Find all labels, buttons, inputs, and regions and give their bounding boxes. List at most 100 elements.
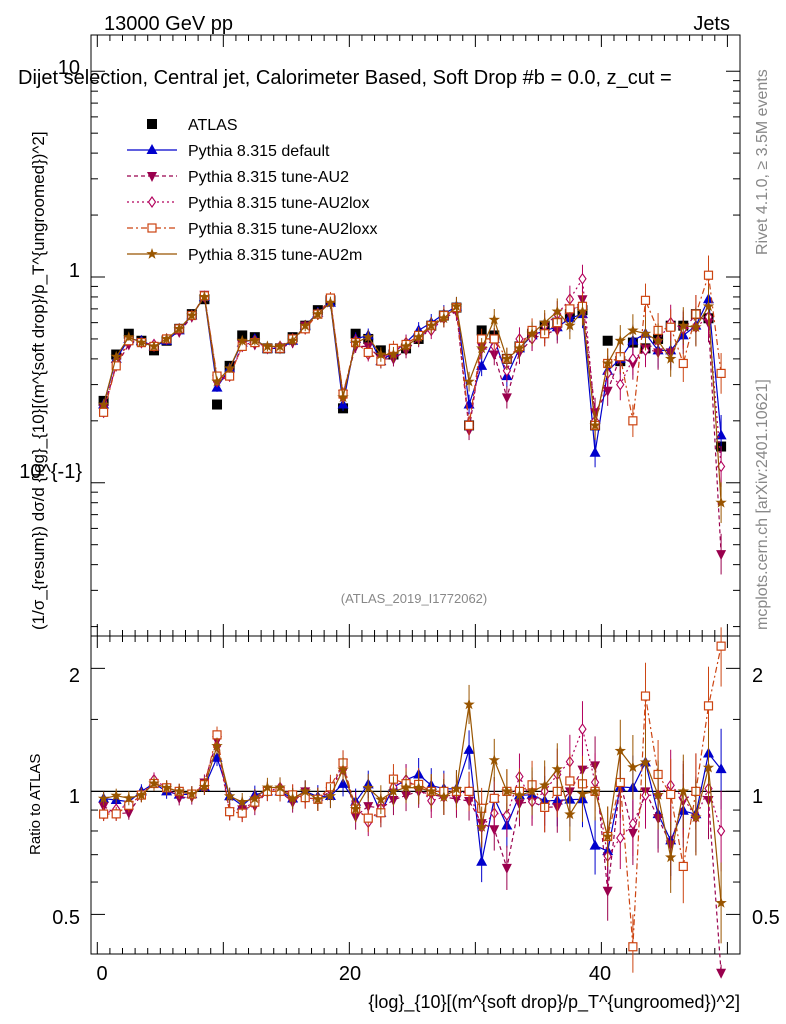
ratio-point-pythia-8-315-tune-au2loxx <box>489 793 499 803</box>
data-point-pythia-8-315-tune-au2m <box>690 321 702 333</box>
data-point-pythia-8-315-tune-au2m <box>652 334 664 346</box>
ratio-point-pythia-8-315-tune-au2m <box>639 756 652 768</box>
data-point-pythia-8-315-tune-au2m <box>501 352 513 364</box>
ratio-point-pythia-8-315-default <box>715 763 727 774</box>
ratio-point-pythia-8-315-tune-au2m <box>123 792 135 804</box>
ratio-point-pythia-8-315-tune-au2m <box>513 789 526 801</box>
top-panel-series <box>97 255 727 575</box>
ratio-point-pythia-8-315-default <box>337 777 349 788</box>
ratio-point-pythia-8-315-tune-au2m <box>627 761 639 773</box>
data-point-pythia-8-315-tune-au2loxx <box>716 368 726 379</box>
series-line-pythia-8-315-tune-au2loxx <box>103 275 722 426</box>
data-point-pythia-8-315-tune-au2m <box>539 316 551 328</box>
ratio-y-tick-label-2: 2 <box>69 665 80 687</box>
ratio-point-pythia-8-315-tune-au2 <box>602 886 613 897</box>
ratio-right-tick-label-2: 2 <box>752 665 763 687</box>
ratio-point-pythia-8-315-tune-au2m <box>110 789 122 801</box>
data-point-pythia-8-315-tune-au2m <box>387 348 400 360</box>
ratio-point-pythia-8-315-tune-au2m <box>173 785 185 797</box>
data-point-pythia-8-315-tune-au2loxx <box>363 347 373 358</box>
data-point-pythia-8-315-tune-au2 <box>602 386 613 397</box>
ratio-y-axis-label: Ratio to ATLAS <box>27 754 44 855</box>
ratio-point-pythia-8-315-tune-au2loxx <box>628 942 638 952</box>
analysis-id-label: (ATLAS_2019_I1772062) <box>341 591 487 606</box>
ratio-point-pythia-8-315-tune-au2m <box>387 785 400 797</box>
ratio-point-pythia-8-315-tune-au2loxx <box>363 813 373 823</box>
ratio-point-pythia-8-315-tune-au2m <box>438 790 450 802</box>
ratio-point-pythia-8-315-tune-au2m <box>312 793 324 805</box>
energy-label: 13000 GeV pp <box>104 13 233 35</box>
data-point-pythia-8-315-tune-au2loxx <box>489 334 499 344</box>
ratio-panel-series <box>97 627 727 979</box>
ratio-y-tick-label-1: 1 <box>69 786 80 808</box>
ratio-point-pythia-8-315-tune-au2m <box>614 744 626 756</box>
data-point-pythia-8-315-tune-au2m <box>551 305 563 317</box>
data-point-pythia-8-315-tune-au2lox <box>578 272 587 285</box>
data-point-pythia-8-315-tune-au2m <box>488 313 500 325</box>
data-point-pythia-8-315-tune-au2m <box>400 340 412 352</box>
data-point-atlas <box>212 399 223 410</box>
data-point-pythia-8-315-tune-au2m <box>526 327 538 339</box>
ratio-point-pythia-8-315-tune-au2m <box>702 761 715 773</box>
ratio-line-pythia-8-315-tune-au2loxx <box>103 645 722 947</box>
data-point-pythia-8-315-tune-au2m <box>299 319 311 331</box>
data-point-pythia-8-315-tune-au2m <box>450 300 463 312</box>
data-point-pythia-8-315-tune-au2lox <box>628 352 638 365</box>
selection-title: Dijet selection, Central jet, Calorimete… <box>18 67 672 89</box>
y-tick-label-1: 1 <box>69 260 80 282</box>
data-point-pythia-8-315-tune-au2m <box>677 319 689 331</box>
ratio-point-pythia-8-315-tune-au2lox <box>628 817 638 830</box>
legend-entry: Pythia 8.315 tune-AU2 <box>127 169 349 186</box>
ratio-line-pythia-8-315-default <box>103 749 722 862</box>
ratio-point-pythia-8-315-tune-au2m <box>690 811 702 823</box>
ratio-point-pythia-8-315-tune-au2m <box>715 896 727 908</box>
data-point-pythia-8-315-tune-au2 <box>501 393 512 404</box>
data-point-pythia-8-315-tune-au2m <box>324 296 337 308</box>
data-point-pythia-8-315-tune-au2m <box>160 332 173 344</box>
legend-entry: Pythia 8.315 tune-AU2lox <box>127 195 369 212</box>
ratio-y-tick-label-0.5: 0.5 <box>52 907 80 929</box>
ratio-panel-frame <box>90 635 741 955</box>
data-point-pythia-8-315-tune-au2loxx <box>703 270 714 280</box>
ratio-point-pythia-8-315-tune-au2m <box>665 851 677 863</box>
ratio-point-pythia-8-315-tune-au2m <box>97 792 110 804</box>
ratio-point-pythia-8-315-default <box>589 839 601 850</box>
data-point-pythia-8-315-tune-au2m <box>375 348 387 360</box>
data-point-pythia-8-315-tune-au2m <box>564 319 576 331</box>
legend-entry: Pythia 8.315 tune-AU2loxx <box>127 221 377 238</box>
data-point-pythia-8-315-tune-au2m <box>135 336 148 348</box>
y-tick-label-0.1: 10^{-1} <box>19 461 82 483</box>
ratio-point-pythia-8-315-tune-au2m <box>551 763 563 774</box>
x-axis-label: {log}_{10}[(m^{soft drop}/p_T^{ungroomed… <box>368 992 740 1013</box>
ratio-line-pythia-8-315-tune-au2 <box>103 740 722 973</box>
ratio-point-pythia-8-315-tune-au2lox <box>716 825 726 837</box>
ratio-point-pythia-8-315-tune-au2loxx <box>666 789 676 800</box>
ratio-point-pythia-8-315-tune-au2m <box>476 821 488 832</box>
legend-marker <box>147 223 157 233</box>
legend-entry: ATLAS <box>147 117 238 134</box>
ratio-point-pythia-8-315-tune-au2loxx <box>716 641 726 651</box>
data-point-pythia-8-315-tune-au2m <box>702 300 715 312</box>
ratio-point-pythia-8-315-tune-au2m <box>425 785 437 797</box>
rivet-version-label: Rivet 4.1.0, ≥ 3.5M events <box>754 69 771 255</box>
series-line-pythia-8-315-tune-au2lox <box>103 276 722 467</box>
legend-label: Pythia 8.315 tune-AU2m <box>188 247 362 264</box>
ratio-point-pythia-8-315-tune-au2m <box>249 792 261 804</box>
data-point-pythia-8-315-tune-au2lox <box>616 378 625 391</box>
data-point-pythia-8-315-tune-au2m <box>665 352 677 364</box>
data-point-pythia-8-315-default <box>476 359 488 370</box>
data-point-pythia-8-315-tune-au2m <box>249 334 261 346</box>
ratio-point-pythia-8-315-tune-au2m <box>375 793 387 805</box>
data-point-pythia-8-315-tune-au2m <box>97 398 110 410</box>
legend-label: Pythia 8.315 tune-AU2lox <box>188 195 369 212</box>
ratio-point-pythia-8-315-tune-au2m <box>186 788 198 799</box>
ratio-point-pythia-8-315-tune-au2m <box>299 785 311 797</box>
data-point-pythia-8-315-tune-au2m <box>715 496 727 508</box>
legend-marker <box>146 144 158 154</box>
data-point-pythia-8-315-tune-au2m <box>236 334 248 346</box>
ratio-point-pythia-8-315-tune-au2m <box>526 785 538 797</box>
ratio-point-pythia-8-315-tune-au2m <box>324 790 337 801</box>
ratio-point-pythia-8-315-tune-au2loxx <box>464 786 474 796</box>
ratio-point-pythia-8-315-default <box>476 855 488 866</box>
